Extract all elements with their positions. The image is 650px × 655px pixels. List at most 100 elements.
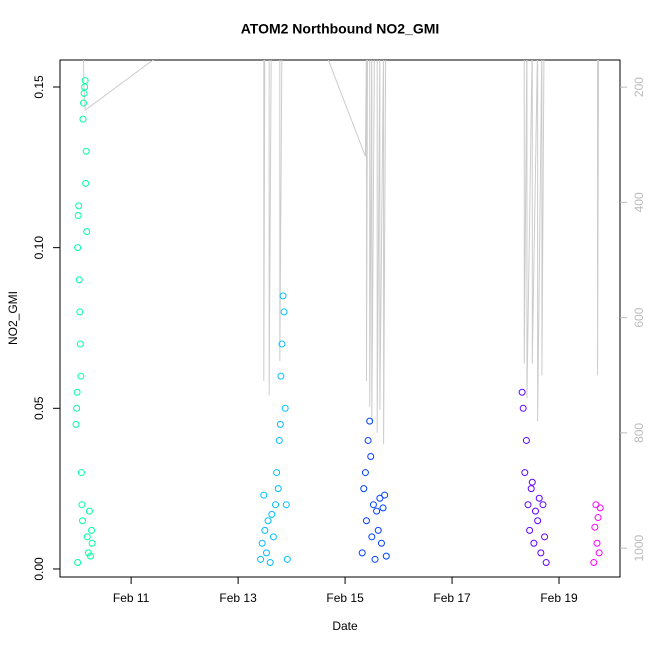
point [77, 469, 85, 477]
y-axis-label: NO2_GMI [6, 291, 20, 345]
point [374, 526, 382, 534]
plot-frame [59, 59, 621, 578]
point [376, 494, 384, 502]
point [590, 559, 598, 567]
point [530, 539, 538, 547]
x-tick-label: Feb 19 [540, 591, 578, 605]
point [526, 526, 534, 534]
point [281, 404, 289, 412]
point [539, 501, 547, 509]
y-tick-label: 0.10 [32, 236, 46, 260]
point [262, 549, 270, 557]
point [382, 552, 390, 560]
chart-title: ATOM2 Northbound NO2_GMI [241, 21, 440, 37]
point [76, 340, 84, 348]
point [78, 501, 86, 509]
point [527, 485, 535, 493]
point [73, 404, 81, 412]
point [368, 533, 376, 541]
point [72, 420, 80, 428]
point [78, 517, 86, 525]
pressure-line [82, 60, 600, 445]
point [518, 388, 526, 396]
point [591, 523, 599, 531]
point [76, 308, 84, 316]
point [528, 478, 536, 486]
x-tick-label: Feb 15 [326, 591, 364, 605]
point [86, 552, 94, 560]
point [257, 555, 265, 563]
y2-tick-label: 600 [632, 307, 646, 327]
point [377, 539, 385, 547]
point [278, 340, 286, 348]
point [88, 539, 96, 547]
point [595, 549, 603, 557]
y-tick-label: 0.00 [32, 557, 46, 581]
point [282, 501, 290, 509]
point [273, 469, 281, 477]
point [82, 179, 90, 187]
point [280, 308, 288, 316]
point [521, 469, 529, 477]
point [531, 507, 539, 515]
point [283, 555, 291, 563]
point [593, 539, 601, 547]
point [75, 202, 83, 210]
x-tick-label: Feb 13 [219, 591, 257, 605]
point [260, 491, 268, 499]
point [80, 99, 88, 107]
point [88, 526, 96, 534]
point [596, 504, 604, 512]
y2-tick-label: 200 [632, 77, 646, 97]
point [371, 555, 379, 563]
point [358, 549, 366, 557]
point [277, 372, 285, 380]
point [373, 507, 381, 515]
point [369, 501, 377, 509]
point [362, 517, 370, 525]
point [272, 501, 280, 509]
plot-area [72, 60, 604, 567]
point [535, 494, 543, 502]
point [522, 436, 530, 444]
point [74, 244, 82, 252]
point [73, 388, 81, 396]
point [83, 228, 91, 236]
point [274, 485, 282, 493]
point [258, 539, 266, 547]
point [74, 559, 82, 567]
point [269, 533, 277, 541]
point [519, 404, 527, 412]
point [82, 147, 90, 155]
point [264, 517, 272, 525]
point [275, 436, 283, 444]
point [541, 533, 549, 541]
point [79, 115, 87, 123]
point [537, 549, 545, 557]
point [381, 491, 389, 499]
point [261, 526, 269, 534]
point [74, 212, 82, 220]
point [81, 77, 89, 85]
point [361, 469, 369, 477]
point [367, 453, 375, 461]
y-tick-label: 0.15 [32, 75, 46, 99]
point [77, 372, 85, 380]
point [75, 276, 83, 284]
point [534, 517, 542, 525]
y2-tick-label: 1000 [632, 535, 646, 562]
point [594, 514, 602, 522]
y-tick-label: 0.05 [32, 396, 46, 420]
x-tick-label: Feb 17 [433, 591, 471, 605]
point [85, 507, 93, 515]
x-tick-label: Feb 11 [113, 591, 150, 605]
point [360, 485, 368, 493]
y2-tick-label: 400 [632, 192, 646, 212]
point [268, 510, 276, 518]
y2-tick-label: 800 [632, 423, 646, 443]
point [364, 436, 372, 444]
point [524, 501, 532, 509]
point [592, 501, 600, 509]
point [366, 417, 374, 425]
